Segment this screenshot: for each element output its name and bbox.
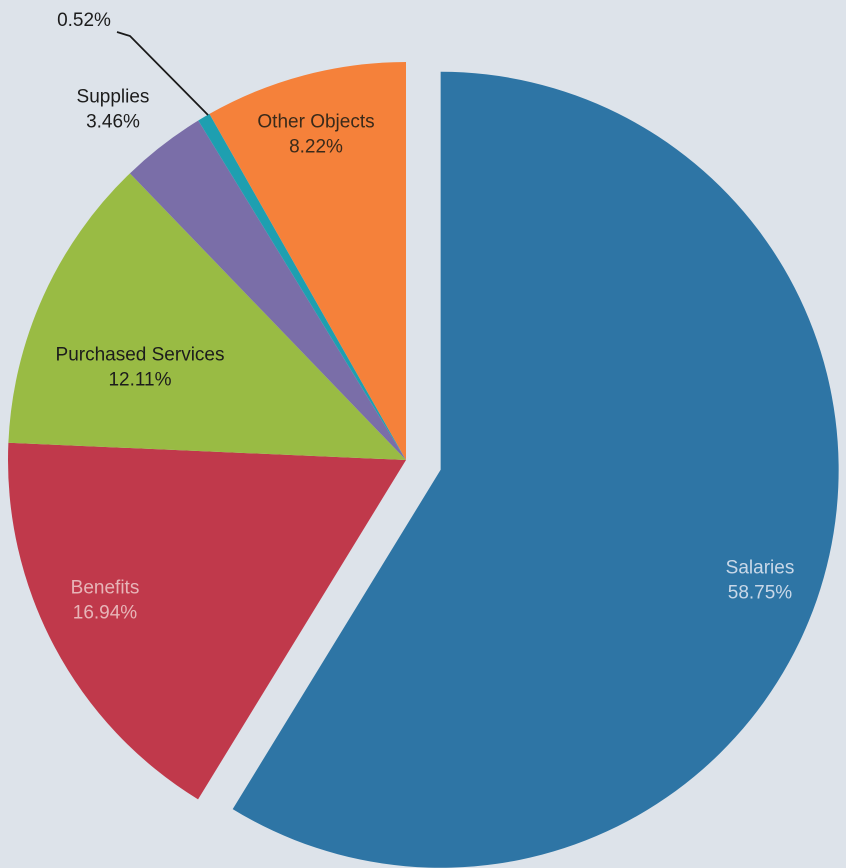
slice-value-unlabeled: 0.52% [57, 10, 111, 31]
pie-slice-other-objects [209, 62, 406, 460]
slice-value-salaries: 58.75% [728, 583, 793, 604]
slice-value-other-objects: 8.22% [289, 137, 343, 158]
slice-value-benefits: 16.94% [73, 603, 138, 624]
pie-slice-benefits [8, 442, 406, 800]
pie-slice-salaries [232, 71, 839, 868]
slice-value-purchased-services: 12.11% [108, 370, 171, 391]
slice-labels: Salaries 58.75% Benefits 16.94% Purchased Se… [56, 10, 795, 624]
slice-name-purchased-services: Purchased Services [56, 345, 225, 366]
pie-slice-purchased-services [8, 173, 407, 460]
slice-name-benefits: Benefits [71, 578, 140, 599]
leader-line-unlabeled [116, 31, 209, 116]
slice-name-other-objects: Other Objects [257, 112, 374, 133]
slice-name-supplies: Supplies [77, 87, 150, 108]
slice-name-salaries: Salaries [726, 558, 795, 579]
pie-slice-unlabeled [198, 113, 406, 460]
pie-slices [8, 62, 839, 868]
pie-slice-supplies [129, 120, 407, 461]
slice-value-supplies: 3.46% [86, 112, 140, 133]
